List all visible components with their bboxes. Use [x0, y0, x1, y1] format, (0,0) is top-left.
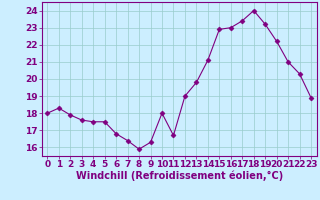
X-axis label: Windchill (Refroidissement éolien,°C): Windchill (Refroidissement éolien,°C) [76, 171, 283, 181]
